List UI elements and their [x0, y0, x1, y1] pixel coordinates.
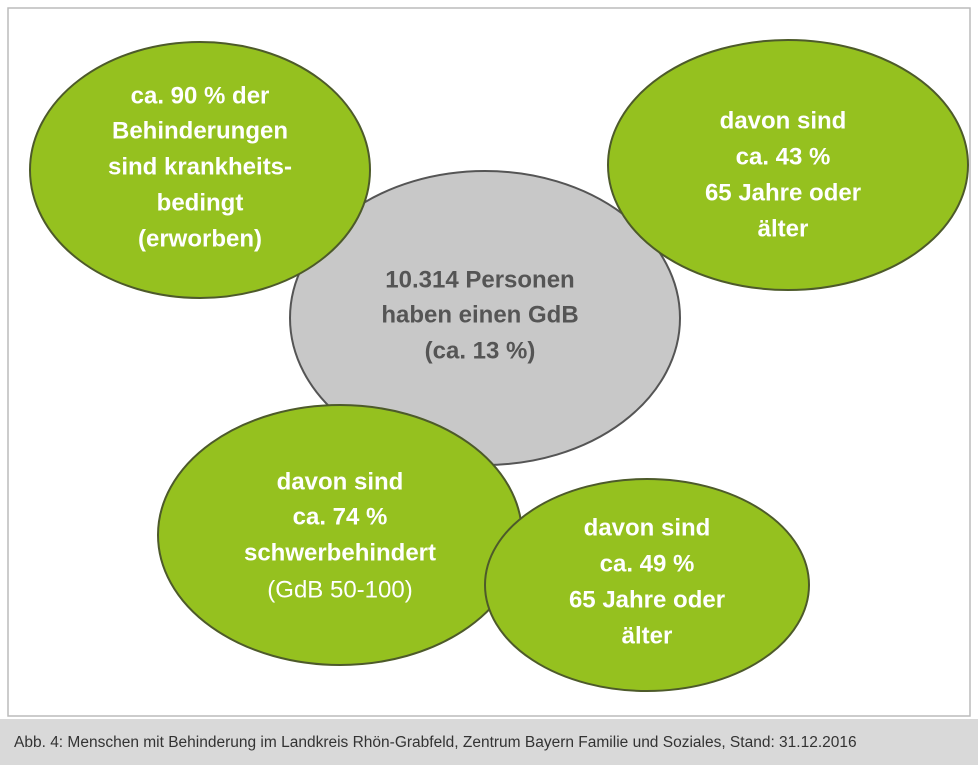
node-text: 65 Jahre oder	[569, 586, 725, 613]
ellipse-top-left	[29, 41, 371, 299]
node-text: sind krankheits-	[108, 153, 292, 180]
node-text: bedingt	[157, 189, 244, 216]
node-text: davon sind	[720, 107, 847, 134]
ellipse-top-right	[607, 39, 969, 291]
node-text: Behinderungen	[112, 117, 288, 144]
node-text: (erworben)	[138, 225, 262, 252]
caption: Abb. 4: Menschen mit Behinderung im Land…	[14, 734, 857, 751]
node-text: davon sind	[584, 514, 711, 541]
node-text: älter	[758, 215, 809, 242]
node-text: 10.314 Personen	[385, 266, 574, 293]
ellipse-bottom-right	[484, 478, 810, 692]
node-text: (ca. 13 %)	[425, 337, 536, 364]
node-text: ca. 74 %	[293, 503, 388, 530]
node-text: schwerbehindert	[244, 539, 436, 566]
node-text: ca. 43 %	[736, 143, 831, 170]
node-text: 65 Jahre oder	[705, 179, 861, 206]
node-text: haben einen GdB	[381, 301, 578, 328]
node-text: ca. 49 %	[600, 550, 695, 577]
node-text: älter	[622, 622, 673, 649]
node-text: ca. 90 % der	[131, 82, 270, 109]
caption-bar	[0, 719, 978, 765]
ellipse-bottom-left	[157, 404, 523, 666]
node-text: davon sind	[277, 468, 404, 495]
node-text: (GdB 50-100)	[267, 576, 412, 603]
